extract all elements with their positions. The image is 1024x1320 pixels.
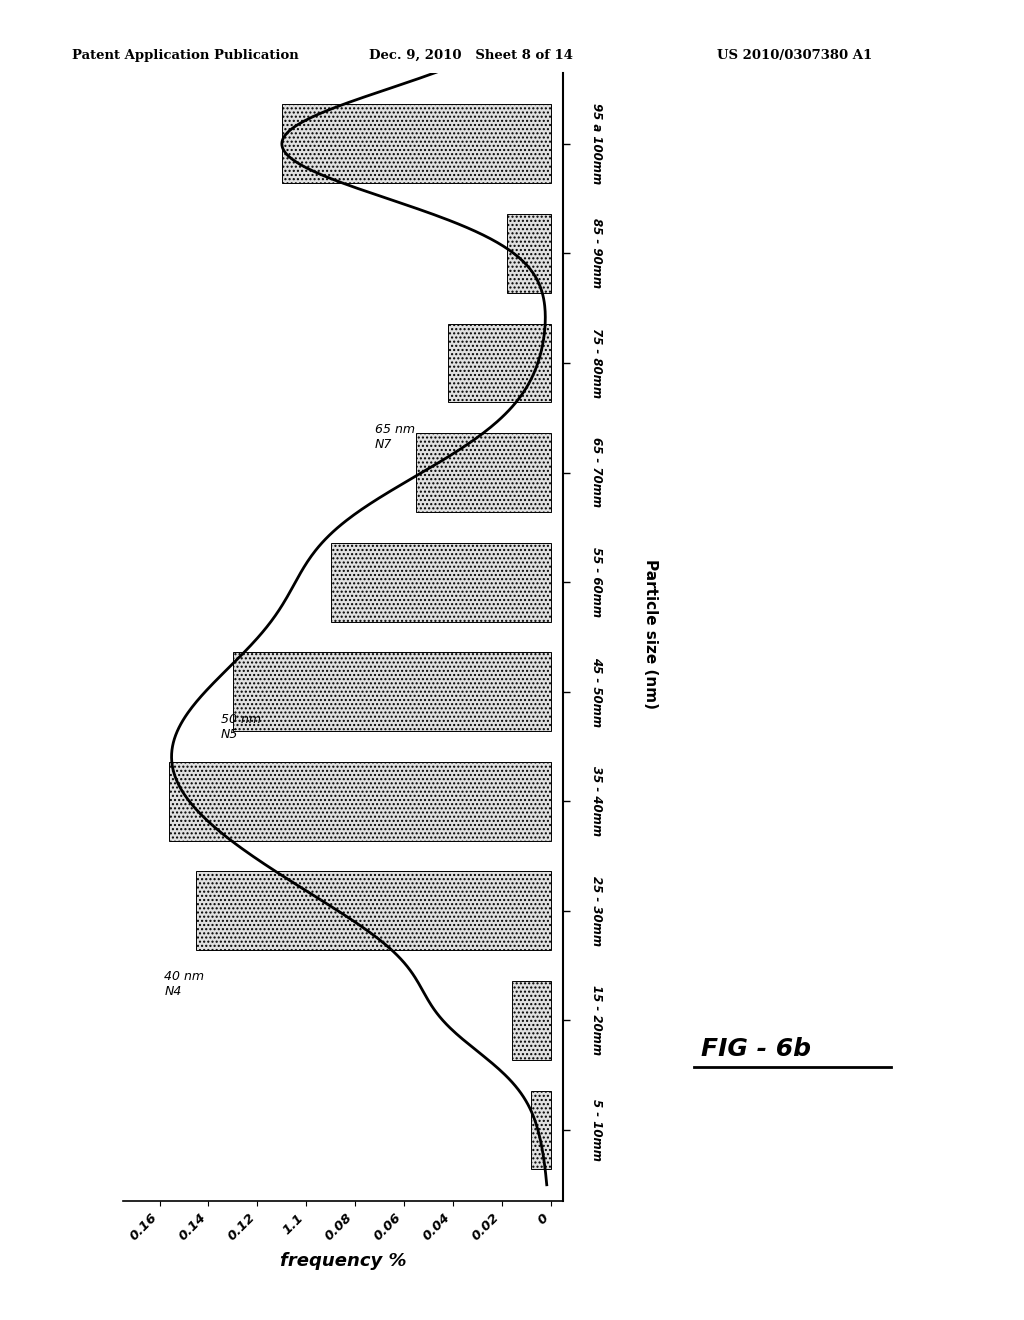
Bar bbox=[282, 104, 551, 183]
Text: FIG - 6b: FIG - 6b bbox=[701, 1038, 811, 1061]
Text: Particle size (nm): Particle size (nm) bbox=[643, 558, 657, 709]
Text: 35 - 40mm: 35 - 40mm bbox=[591, 766, 603, 837]
Bar bbox=[512, 981, 551, 1060]
Text: 75 - 80mm: 75 - 80mm bbox=[591, 327, 603, 399]
Text: US 2010/0307380 A1: US 2010/0307380 A1 bbox=[717, 49, 872, 62]
Text: 50 nm
N5: 50 nm N5 bbox=[221, 713, 261, 741]
Bar bbox=[169, 762, 551, 841]
Bar bbox=[232, 652, 551, 731]
Bar bbox=[417, 433, 551, 512]
Text: 15 - 20mm: 15 - 20mm bbox=[591, 985, 603, 1056]
Bar bbox=[449, 323, 551, 403]
Text: 65 - 70mm: 65 - 70mm bbox=[591, 437, 603, 508]
Text: 55 - 60mm: 55 - 60mm bbox=[591, 546, 603, 618]
Text: 85 - 90mm: 85 - 90mm bbox=[591, 218, 603, 289]
Text: 65 nm
N7: 65 nm N7 bbox=[375, 422, 415, 450]
Bar bbox=[507, 214, 551, 293]
Text: 25 - 30mm: 25 - 30mm bbox=[591, 875, 603, 946]
Bar bbox=[531, 1090, 551, 1170]
Text: Patent Application Publication: Patent Application Publication bbox=[72, 49, 298, 62]
Text: 95 a 100mm: 95 a 100mm bbox=[591, 103, 603, 185]
Bar bbox=[331, 543, 551, 622]
Text: 5 - 10mm: 5 - 10mm bbox=[591, 1100, 603, 1162]
X-axis label: frequency %: frequency % bbox=[280, 1251, 407, 1270]
Text: 40 nm
N4: 40 nm N4 bbox=[165, 970, 205, 998]
Text: 45 - 50mm: 45 - 50mm bbox=[591, 656, 603, 727]
Text: Dec. 9, 2010   Sheet 8 of 14: Dec. 9, 2010 Sheet 8 of 14 bbox=[369, 49, 572, 62]
Bar bbox=[197, 871, 551, 950]
